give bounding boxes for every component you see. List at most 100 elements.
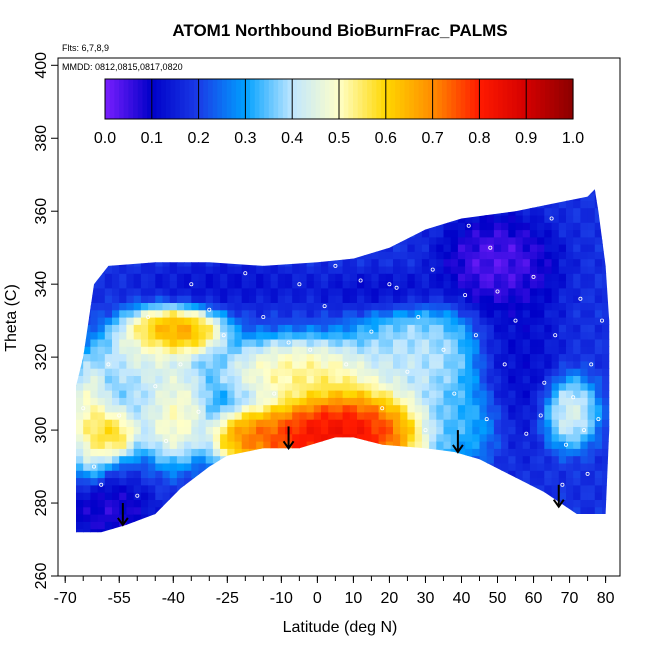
heatmap-cell (371, 265, 380, 274)
heatmap-cell (299, 426, 308, 435)
heatmap-cell (299, 193, 308, 201)
heatmap-cell (191, 280, 200, 289)
heatmap-cell (450, 251, 459, 260)
heatmap-cell (90, 309, 99, 318)
heatmap-cell (529, 287, 538, 296)
heatmap-cell (457, 317, 466, 325)
heatmap-cell (104, 244, 113, 252)
heatmap-cell (429, 331, 437, 340)
heatmap-cell (508, 346, 517, 355)
heatmap-cell (140, 346, 149, 355)
heatmap-cell (443, 229, 452, 238)
heatmap-cell (371, 382, 380, 391)
heatmap-cell (212, 484, 221, 493)
heatmap-cell (263, 200, 272, 209)
heatmap-cell (371, 514, 380, 522)
heatmap-cell (220, 309, 228, 318)
heatmap-cell (436, 287, 445, 296)
heatmap-cell (227, 280, 236, 289)
heatmap-cell (248, 287, 257, 296)
heatmap-cell (602, 280, 610, 289)
heatmap-cell (450, 353, 459, 362)
heatmap-cell (184, 265, 192, 274)
colorbar-segment (147, 79, 153, 119)
heatmap-cell (285, 265, 293, 274)
heatmap-cell (342, 375, 351, 384)
heatmap-cell (573, 178, 581, 186)
heatmap-cell (184, 360, 192, 369)
heatmap-cell (479, 360, 488, 369)
heatmap-cell (479, 236, 488, 245)
heatmap-cell (321, 258, 329, 267)
heatmap-cell (119, 302, 127, 311)
heatmap-cell (97, 521, 106, 530)
heatmap-cell (342, 251, 351, 260)
heatmap-cell (580, 484, 589, 493)
heatmap-cell (530, 536, 538, 544)
heatmap-cell (551, 309, 560, 318)
heatmap-cell (594, 353, 603, 362)
heatmap-cell (169, 244, 178, 252)
heatmap-cell (313, 397, 322, 406)
heatmap-cell (407, 214, 416, 223)
heatmap-cell (104, 287, 113, 296)
heatmap-cell (69, 178, 77, 186)
heatmap-cell (76, 455, 84, 464)
heatmap-cell (184, 499, 192, 508)
heatmap-cell (263, 411, 272, 420)
heatmap-cell (537, 448, 545, 457)
heatmap-cell (580, 244, 589, 252)
heatmap-cell (227, 448, 236, 457)
heatmap-cell (256, 200, 264, 209)
heatmap-cell (184, 382, 192, 391)
heatmap-cell (299, 448, 308, 457)
heatmap-cell (515, 295, 524, 303)
heatmap-cell (83, 411, 91, 420)
heatmap-cell (494, 178, 502, 186)
heatmap-cell (83, 536, 91, 544)
heatmap-cell (169, 462, 178, 471)
heatmap-cell (414, 411, 423, 420)
heatmap-cell (212, 251, 221, 260)
heatmap-cell (270, 273, 279, 282)
heatmap-cell (421, 338, 430, 347)
heatmap-cell (140, 390, 149, 398)
heatmap-cell (184, 346, 192, 355)
heatmap-cell (443, 492, 452, 500)
heatmap-cell (436, 514, 445, 522)
heatmap-cell (407, 273, 416, 282)
heatmap-cell (501, 317, 509, 325)
heatmap-cell (429, 229, 437, 238)
heatmap-cell (227, 470, 236, 479)
heatmap-cell (227, 433, 236, 442)
heatmap-cell (414, 426, 423, 435)
heatmap-cell (493, 514, 502, 522)
heatmap-cell (126, 528, 135, 533)
heatmap-cell (436, 499, 445, 508)
heatmap-cell (508, 273, 517, 282)
heatmap-cell (400, 193, 408, 201)
heatmap-cell (357, 265, 365, 274)
heatmap-cell (112, 309, 120, 318)
heatmap-cell (148, 448, 156, 457)
heatmap-cell (508, 324, 517, 333)
heatmap-cell (364, 499, 372, 508)
heatmap-cell (141, 178, 149, 186)
heatmap-cell (335, 521, 344, 530)
heatmap-cell (544, 353, 553, 362)
heatmap-cell (371, 499, 380, 508)
heatmap-cell (364, 433, 372, 442)
heatmap-cell (602, 295, 610, 303)
heatmap-cell (450, 295, 459, 303)
heatmap-cell (421, 470, 430, 479)
heatmap-cell (335, 441, 344, 449)
heatmap-cell (421, 433, 430, 442)
heatmap-cell (580, 528, 589, 533)
heatmap-cell (457, 324, 466, 333)
heatmap-cell (566, 433, 574, 442)
heatmap-cell (529, 455, 538, 464)
heatmap-cell (349, 492, 358, 500)
heatmap-cell (407, 521, 416, 530)
heatmap-cell (248, 189, 257, 194)
heatmap-cell (486, 528, 495, 533)
